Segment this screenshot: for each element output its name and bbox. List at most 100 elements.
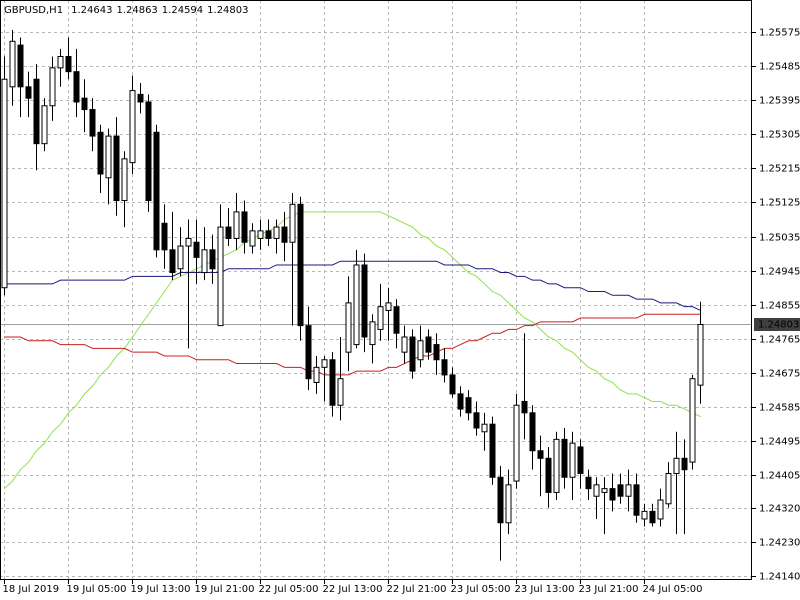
candle-body (657, 499, 664, 520)
candle-body (241, 211, 248, 243)
plot-frame (0, 0, 752, 580)
last-close: 1.24803 (207, 5, 248, 16)
candle-body (633, 484, 640, 516)
last-low: 1.24594 (162, 5, 203, 16)
candle-body (433, 344, 440, 361)
candle-body (73, 71, 80, 103)
candle-body (601, 488, 608, 493)
candle-body (329, 359, 336, 406)
candle-body (233, 211, 240, 239)
candle-body (153, 131, 160, 251)
candle-body (481, 423, 488, 433)
candle-body (121, 158, 128, 202)
candle-body (409, 336, 416, 372)
last-open: 1.24643 (71, 5, 112, 16)
candle-body (105, 135, 112, 179)
candle-body (65, 55, 72, 73)
y-tick-label: 1.25305 (759, 130, 800, 141)
candle-body (273, 226, 280, 239)
candle-body (321, 359, 328, 368)
candle-body (17, 44, 24, 88)
x-tick-label: 23 Jul 13:00 (515, 584, 575, 595)
candle-body (529, 412, 536, 452)
moving-average (4, 313, 701, 376)
candle-body (209, 249, 216, 270)
x-tick-label: 24 Jul 05:00 (643, 584, 703, 595)
x-tick-label: 18 Jul 2019 (3, 584, 60, 595)
candle-body (609, 488, 616, 501)
candle-body (265, 230, 272, 239)
candle-body (145, 101, 152, 202)
candle-body (25, 86, 32, 99)
candle-body (289, 203, 296, 243)
x-tick-label: 19 Jul 05:00 (67, 584, 127, 595)
candle-body (41, 105, 48, 145)
candle-body (457, 393, 464, 410)
y-tick-label: 1.24495 (759, 437, 800, 448)
candle-body (361, 264, 368, 338)
candle-body (81, 97, 88, 111)
candle-body (521, 400, 528, 414)
candle-body (417, 340, 424, 361)
candle-body (57, 55, 64, 69)
candle-body (393, 306, 400, 334)
x-tick-label: 22 Jul 13:00 (323, 584, 383, 595)
candle-body (193, 241, 200, 258)
candle-body (169, 249, 176, 274)
current-price-label: 1.24803 (758, 320, 799, 331)
candle-body (257, 230, 264, 239)
x-tick-label: 23 Jul 21:00 (579, 584, 639, 595)
x-tick-label: 19 Jul 21:00 (195, 584, 255, 595)
candle-body (497, 476, 504, 524)
y-tick-label: 1.24765 (759, 335, 800, 346)
candle-body (665, 472, 672, 505)
candle-body (617, 484, 624, 497)
x-tick-label: 22 Jul 21:00 (387, 584, 447, 595)
y-tick-label: 1.24320 (759, 504, 800, 515)
x-tick-label: 22 Jul 05:00 (259, 584, 319, 595)
candle-body (377, 306, 384, 330)
candle-body (441, 359, 448, 376)
candle-body (49, 67, 56, 107)
candle-body (473, 412, 480, 429)
y-tick-label: 1.24140 (759, 572, 800, 583)
moving-average (4, 260, 701, 311)
candle-body (297, 203, 304, 327)
y-tick-label: 1.24675 (759, 369, 800, 380)
candle-body (425, 336, 432, 353)
y-tick-label: 1.25485 (759, 62, 800, 73)
candle-body (137, 93, 144, 103)
candle-body (249, 230, 256, 247)
candle-body (345, 302, 352, 353)
candle-body (89, 109, 96, 137)
candle-body (313, 366, 320, 383)
candle-body (337, 378, 344, 406)
candle-body (1, 78, 8, 289)
plot (0, 29, 752, 561)
y-tick-label: 1.24585 (759, 403, 800, 414)
candle-body (129, 90, 136, 164)
y-tick-label: 1.24855 (759, 301, 800, 312)
candle-body (449, 374, 456, 395)
candle-body (545, 457, 552, 493)
candle-body (585, 476, 592, 490)
candle-body (649, 510, 656, 524)
candle-body (217, 226, 224, 327)
x-tick-label: 19 Jul 13:00 (131, 584, 191, 595)
candle-body (569, 442, 576, 478)
candle-body (513, 404, 520, 482)
x-tick-label: 23 Jul 05:00 (451, 584, 511, 595)
candle-body (489, 423, 496, 478)
y-tick-label: 1.25125 (759, 198, 800, 209)
candle-body (641, 510, 648, 520)
candle-body (673, 457, 680, 474)
candle-body (561, 438, 568, 478)
y-tick-label: 1.25395 (759, 96, 800, 107)
candle-body (161, 222, 168, 251)
candle-body (353, 264, 360, 346)
candle-body (537, 450, 544, 459)
candle-body (697, 323, 704, 386)
y-tick-label: 1.25035 (759, 233, 800, 244)
